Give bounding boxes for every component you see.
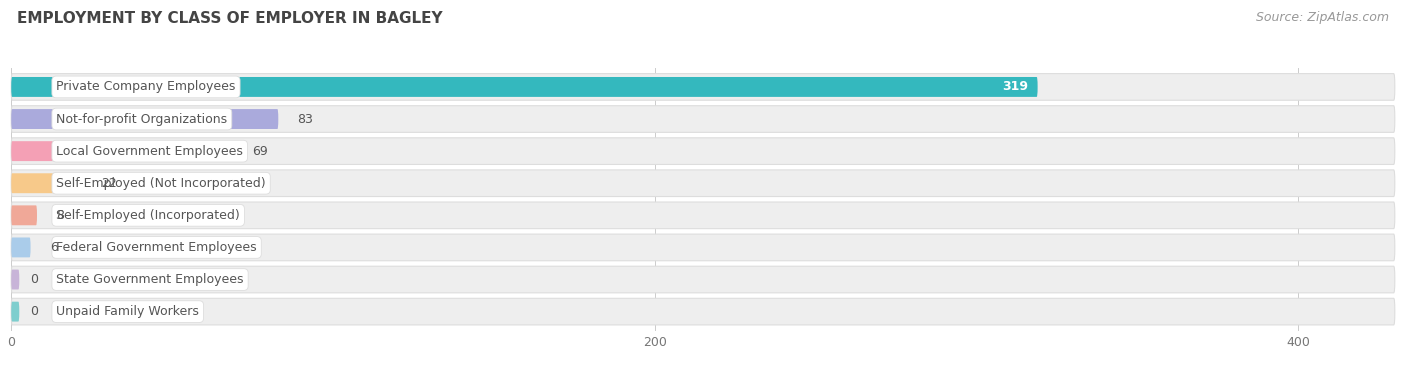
FancyBboxPatch shape — [11, 234, 1395, 261]
FancyBboxPatch shape — [11, 106, 1395, 132]
Text: 319: 319 — [1002, 80, 1028, 94]
FancyBboxPatch shape — [11, 238, 31, 258]
Text: 6: 6 — [49, 241, 58, 254]
Text: Source: ZipAtlas.com: Source: ZipAtlas.com — [1256, 11, 1389, 24]
Text: 8: 8 — [56, 209, 65, 222]
FancyBboxPatch shape — [11, 77, 1038, 97]
Text: 0: 0 — [31, 273, 38, 286]
Text: State Government Employees: State Government Employees — [56, 273, 243, 286]
Text: Private Company Employees: Private Company Employees — [56, 80, 236, 94]
FancyBboxPatch shape — [11, 270, 20, 290]
FancyBboxPatch shape — [11, 302, 20, 321]
FancyBboxPatch shape — [11, 141, 233, 161]
FancyBboxPatch shape — [11, 298, 1395, 325]
FancyBboxPatch shape — [11, 173, 82, 193]
Text: Self-Employed (Not Incorporated): Self-Employed (Not Incorporated) — [56, 177, 266, 190]
Text: 69: 69 — [253, 145, 269, 158]
FancyBboxPatch shape — [11, 266, 1395, 293]
Text: 22: 22 — [101, 177, 117, 190]
FancyBboxPatch shape — [11, 74, 1395, 100]
FancyBboxPatch shape — [11, 138, 1395, 164]
FancyBboxPatch shape — [11, 202, 1395, 229]
Text: EMPLOYMENT BY CLASS OF EMPLOYER IN BAGLEY: EMPLOYMENT BY CLASS OF EMPLOYER IN BAGLE… — [17, 11, 443, 26]
Text: Self-Employed (Incorporated): Self-Employed (Incorporated) — [56, 209, 240, 222]
FancyBboxPatch shape — [11, 170, 1395, 197]
FancyBboxPatch shape — [11, 109, 278, 129]
Text: Not-for-profit Organizations: Not-for-profit Organizations — [56, 112, 228, 126]
Text: Local Government Employees: Local Government Employees — [56, 145, 243, 158]
Text: 0: 0 — [31, 305, 38, 318]
Text: Unpaid Family Workers: Unpaid Family Workers — [56, 305, 200, 318]
Text: Federal Government Employees: Federal Government Employees — [56, 241, 257, 254]
FancyBboxPatch shape — [11, 205, 37, 225]
Text: 83: 83 — [298, 112, 314, 126]
